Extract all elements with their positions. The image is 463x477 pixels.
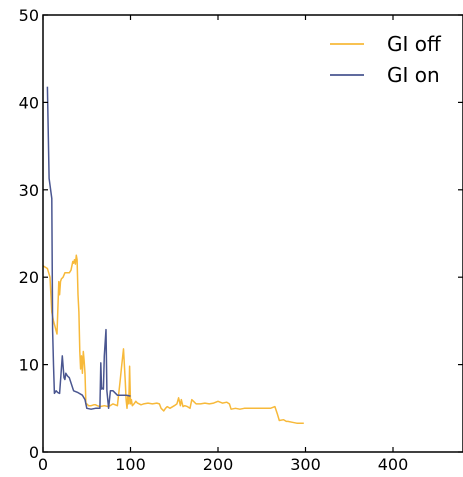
legend-label-gi-on: GI on [387, 63, 440, 87]
series-line-gi-off [42, 254, 304, 424]
axis-ticks: 0 100 200 300 400 0 10 20 30 40 50 [19, 6, 463, 474]
series-layer [42, 86, 304, 424]
x-tick-label: 0 [38, 455, 48, 474]
plot-frame [42, 14, 463, 453]
x-tick-label: 300 [290, 455, 321, 474]
legend: GI off GI on [330, 32, 442, 87]
x-tick-label: 100 [115, 455, 146, 474]
y-tick-label: 40 [19, 93, 39, 112]
y-tick-label: 0 [29, 443, 39, 462]
y-tick-label: 10 [19, 356, 39, 375]
x-tick-label: 400 [378, 455, 409, 474]
legend-label-gi-off: GI off [387, 32, 442, 56]
series-line-gi-on [46, 86, 131, 410]
y-tick-label: 50 [19, 6, 39, 25]
y-tick-label: 30 [19, 181, 39, 200]
x-tick-label: 200 [203, 455, 234, 474]
y-tick-label: 20 [19, 268, 39, 287]
